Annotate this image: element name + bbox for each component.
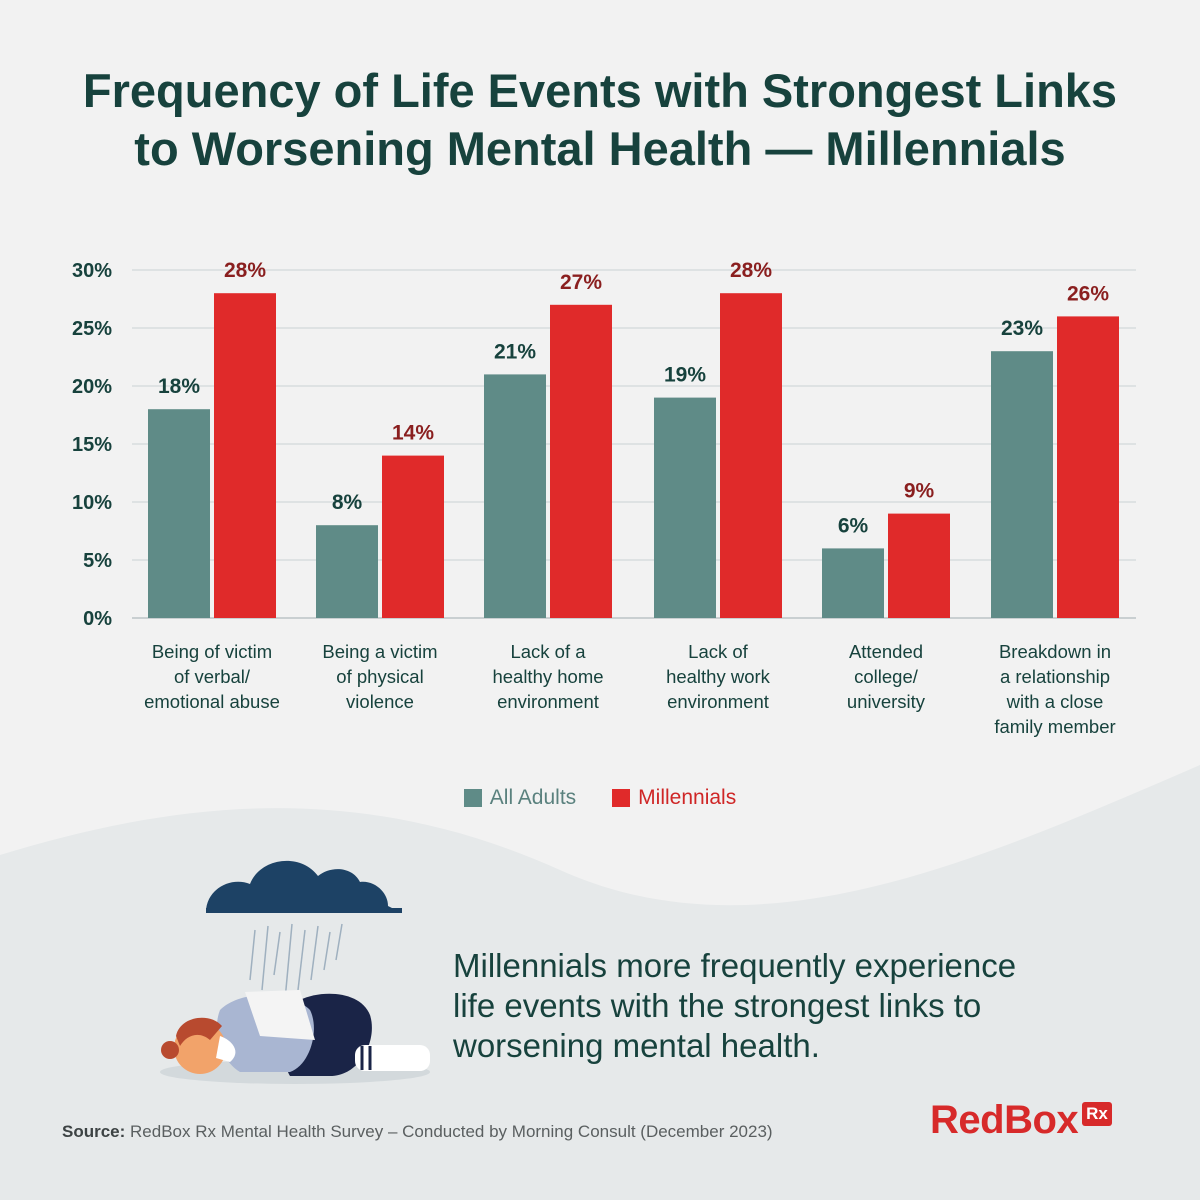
category-label: of verbal/ — [174, 666, 251, 687]
source-text: RedBox Rx Mental Health Survey – Conduct… — [130, 1122, 773, 1141]
data-label-millennials: 28% — [224, 259, 266, 282]
y-tick-label: 0% — [83, 608, 112, 630]
legend-label-millennials: Millennials — [638, 786, 737, 809]
bar-millennials — [720, 293, 782, 618]
data-label-all-adults: 21% — [494, 340, 536, 363]
y-tick-label: 5% — [83, 550, 112, 572]
category-label: college/ — [854, 666, 919, 687]
data-label-all-adults: 23% — [1001, 317, 1043, 340]
bar-millennials — [1057, 316, 1119, 618]
category-label: emotional abuse — [144, 691, 280, 712]
data-label-millennials: 14% — [392, 422, 434, 445]
caption-text: Millennials more frequently experience l… — [453, 946, 1153, 1066]
category-label: Being a victim — [322, 641, 437, 662]
category-label: family member — [994, 716, 1115, 737]
category-label: of physical — [336, 666, 423, 687]
bar-millennials — [382, 455, 444, 618]
title-line-1: Frequency of Life Events with Strongest … — [82, 64, 1118, 117]
source-note: Source: RedBox Rx Mental Health Survey –… — [62, 1122, 773, 1142]
category-label: healthy home — [492, 666, 603, 687]
redbox-rx-logo: RedBox Rx — [930, 1098, 1112, 1142]
caption-line-3: worsening mental health. — [453, 1027, 820, 1064]
logo-rx-badge: Rx — [1082, 1102, 1112, 1126]
legend-item-millennials: Millennials — [612, 786, 736, 810]
y-tick-label: 20% — [72, 376, 112, 398]
bar-all-adults — [148, 409, 210, 618]
y-tick-label: 10% — [72, 492, 112, 514]
bar-all-adults — [654, 397, 716, 618]
data-label-all-adults: 6% — [838, 514, 869, 537]
category-label: university — [847, 691, 926, 712]
bar-all-adults — [316, 525, 378, 618]
data-label-all-adults: 18% — [158, 375, 200, 398]
bar-millennials — [214, 293, 276, 618]
category-label: Attended — [849, 641, 923, 662]
chart-title: Frequency of Life Events with Strongest … — [0, 62, 1200, 178]
bar-millennials — [550, 304, 612, 618]
category-label: a relationship — [1000, 666, 1110, 687]
bar-millennials — [888, 513, 950, 618]
legend-item-all-adults: All Adults — [463, 786, 577, 810]
bar-all-adults — [484, 374, 546, 618]
bar-all-adults — [822, 548, 884, 618]
category-label: with a close — [1006, 691, 1104, 712]
legend-swatch-millennials — [612, 789, 631, 807]
caption-line-2: life events with the strongest links to — [453, 987, 982, 1024]
y-tick-label: 25% — [72, 318, 112, 340]
sad-person-under-rain-cloud-illustration — [160, 860, 430, 1084]
data-label-millennials: 9% — [904, 480, 935, 503]
category-label: Lack of — [688, 641, 749, 662]
chart-legend: All Adults Millennials — [0, 786, 1200, 810]
category-label: Breakdown in — [999, 641, 1111, 662]
category-label: environment — [497, 691, 599, 712]
legend-label-all-adults: All Adults — [489, 786, 577, 809]
category-label: violence — [346, 691, 414, 712]
logo-text: RedBox — [930, 1098, 1079, 1142]
category-label: environment — [667, 691, 769, 712]
data-label-millennials: 27% — [560, 271, 602, 294]
category-label: Being of victim — [152, 641, 272, 662]
bar-all-adults — [991, 351, 1053, 618]
data-label-all-adults: 19% — [664, 364, 706, 387]
bar-chart: 0% 5% 10% 15% 20% 25% 30% 18% 28% Being of victim… — [72, 259, 1136, 737]
y-tick-label: 30% — [72, 260, 112, 282]
legend-swatch-all-adults — [463, 789, 482, 807]
source-label: Source: — [62, 1122, 126, 1141]
data-label-millennials: 26% — [1067, 282, 1109, 305]
title-line-2: to Worsening Mental Health — Millennials — [134, 122, 1066, 175]
category-label: Lack of a — [510, 641, 586, 662]
data-label-all-adults: 8% — [332, 491, 363, 514]
data-label-millennials: 28% — [730, 259, 772, 282]
caption-line-1: Millennials more frequently experience — [453, 947, 1017, 984]
y-tick-label: 15% — [72, 434, 112, 456]
category-label: healthy work — [666, 666, 771, 687]
